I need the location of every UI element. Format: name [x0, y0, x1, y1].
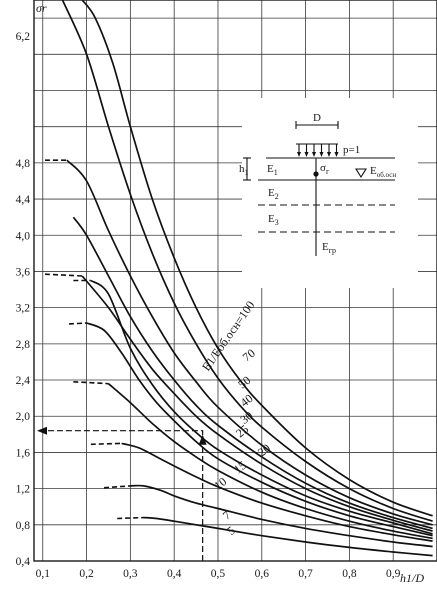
y-tick-label: 4,0 — [16, 230, 31, 242]
load-label: p=1 — [343, 144, 360, 156]
curve-label-70: 70 — [240, 346, 258, 364]
x-tick-label: 0,9 — [386, 568, 401, 580]
curve-20 — [86, 322, 433, 537]
x-tick-label: 0,1 — [36, 568, 51, 580]
h1-label: h1 — [239, 163, 249, 177]
load-arrow-icon — [327, 152, 331, 157]
load-arrow-icon — [297, 152, 301, 157]
d-label: D — [313, 112, 321, 124]
curve-label-50: 50 — [235, 373, 253, 391]
curve-7 — [130, 484, 433, 548]
x-tick-label: 0,5 — [211, 568, 226, 580]
curve-5-dashed-start — [117, 516, 144, 520]
arrow-left-icon — [37, 426, 47, 435]
curve-10 — [121, 442, 433, 542]
load-arrow-icon — [304, 152, 309, 157]
curve-10-dashed-start — [90, 442, 122, 446]
curve-15 — [107, 383, 433, 540]
layer-e3-label: E3 — [268, 213, 279, 227]
x-tick-label: 0,8 — [342, 568, 357, 580]
load-arrow-icon — [334, 152, 339, 157]
layer-scheme: D p=1 σr h1 E1 Eоб.осн E2 E3 Eгр — [239, 98, 418, 288]
plot-frame — [33, 0, 437, 562]
y-tick-label: 3,2 — [16, 303, 31, 315]
x-tick-label: 0,2 — [79, 568, 94, 580]
load-arrow-icon — [312, 152, 316, 157]
subgrade-label: Eгр — [322, 241, 336, 255]
x-axis-title: h1/D — [400, 571, 424, 585]
x-tick-label: 0,4 — [167, 568, 182, 580]
x-tick-label: 0,6 — [255, 568, 270, 580]
curve-20-dashed-start — [68, 322, 87, 325]
y-tick-label: 0,4 — [16, 556, 31, 568]
layer-e1-label: E1 — [267, 163, 278, 177]
curve-15-dashed-start — [73, 381, 109, 385]
y-tick-label: 2,8 — [16, 339, 31, 351]
y-tick-label: 0,8 — [16, 520, 31, 532]
curve-label-20: 20 — [255, 441, 273, 459]
load-arrows — [297, 144, 339, 157]
curve-5 — [143, 516, 433, 557]
curve-30 — [81, 275, 433, 532]
curve-40 — [72, 216, 433, 530]
example-guides — [37, 426, 207, 561]
curve-50 — [66, 159, 433, 526]
y-tick-label: 4,8 — [16, 158, 31, 170]
grid-lines — [34, 0, 437, 561]
curve-100 — [81, 0, 433, 517]
tick-labels: 0,1 0,2 0,3 0,4 0,5 0,6 0,7 0,8 0,9 0,4 0,8 1,2 1,6 2… — [16, 31, 401, 580]
x-tick-label: 0,7 — [298, 568, 313, 580]
y-tick-label: 4,4 — [16, 194, 31, 206]
curve-70 — [61, 0, 433, 523]
curves — [44, 0, 433, 557]
curve-30-dashed-start — [44, 273, 83, 277]
base-triangle-icon — [355, 168, 367, 179]
y-tick-label: 2,0 — [16, 411, 31, 423]
layer-e2-label: E2 — [268, 187, 279, 201]
example-path — [37, 430, 204, 561]
y-tick-label: 3,6 — [16, 266, 31, 278]
y-tick-label: 1,6 — [16, 447, 31, 459]
curve-7-dashed-start — [104, 485, 131, 489]
y-tick-label: 2,4 — [16, 375, 31, 387]
base-modulus-label: Eоб.осн — [370, 165, 396, 179]
load-arrow-icon — [319, 152, 324, 157]
arrow-up-icon — [198, 434, 207, 445]
x-tick-label: 0,3 — [123, 568, 138, 580]
sigma-label: σr — [320, 162, 329, 176]
y-tick-label: 6,2 — [16, 31, 31, 43]
curve-25 — [90, 279, 433, 535]
stress-point — [313, 171, 319, 177]
y-axis-title: σr — [36, 1, 47, 15]
scheme-background — [242, 98, 418, 288]
y-tick-label: 1,2 — [16, 484, 31, 496]
